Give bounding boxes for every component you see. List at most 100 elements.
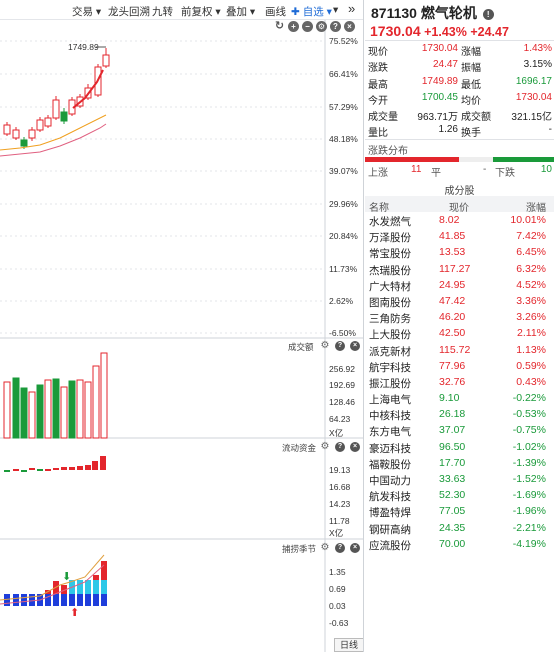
component-row[interactable]: 图南股份 47.42 3.36% <box>365 294 554 310</box>
component-row[interactable]: 中核科技 26.18 -0.53% <box>365 407 554 423</box>
flow-settings-icon[interactable]: ⚙ <box>320 441 330 452</box>
component-row[interactable]: 东方电气 37.07 -0.75% <box>365 423 554 439</box>
expand-icon[interactable]: » <box>348 1 356 16</box>
component-row[interactable]: 派克新材 115.72 1.13% <box>365 343 554 359</box>
refresh-icon[interactable]: ↻ <box>274 20 285 32</box>
flow-bar <box>61 467 67 470</box>
component-row[interactable]: 三角防务 46.20 3.26% <box>365 310 554 326</box>
quote-row: 最高 1749.89 最低 1696.17 <box>365 74 554 91</box>
season-axis-tick: 1.35 <box>329 567 346 577</box>
component-row[interactable]: 应流股份 70.00 -4.19% <box>365 537 554 553</box>
volume-close-icon[interactable]: × <box>350 341 360 351</box>
flow-close-icon[interactable]: × <box>350 442 360 452</box>
distribution-counts: 上涨 11 平 - 下跌 10 <box>365 164 554 179</box>
close-icon[interactable]: × <box>344 21 355 32</box>
chart-controls: ↻ + − ⚙ ? × <box>270 20 363 35</box>
quote-value: 1696.17 <box>515 75 552 87</box>
overlay-menu[interactable]: 叠加 ▾ <box>226 6 256 18</box>
kline-chart-area[interactable]: 75.52% 66.41% 57.29% 48.18% 39.07% 29.96% 20.8… <box>0 0 364 652</box>
settings-icon[interactable]: ⚙ <box>316 21 327 32</box>
buy-arrow-icon: ⬇ <box>62 571 71 583</box>
component-name: 航宇科技 <box>369 361 411 374</box>
component-row[interactable]: 航发科技 52.30 -1.69% <box>365 488 554 504</box>
season-help-icon[interactable]: ? <box>335 543 345 553</box>
component-row[interactable]: 水发燃气 8.02 10.01% <box>365 213 554 229</box>
flat-count: - <box>483 164 487 175</box>
header-name[interactable]: 名称 <box>369 203 389 214</box>
component-price: 96.50 <box>439 440 466 453</box>
quote-label: 涨跌 <box>368 63 388 75</box>
volume-bar <box>60 386 68 439</box>
price-axis-tick: 29.96% <box>329 199 358 209</box>
nine-turn-button[interactable]: 九转 <box>152 6 173 18</box>
change-value: +24.47 <box>470 25 509 39</box>
season-close-icon[interactable]: × <box>350 543 360 553</box>
leader-backtrack-button[interactable]: 龙头回溯 <box>108 6 150 18</box>
header-price[interactable]: 现价 <box>449 203 469 214</box>
component-price: 42.50 <box>439 327 466 340</box>
flow-axis-tick: 16.68 <box>329 482 351 492</box>
flow-bar <box>77 466 83 470</box>
component-row[interactable]: 航宇科技 77.96 0.59% <box>365 359 554 375</box>
component-name: 上大股份 <box>369 329 411 342</box>
adjust-menu[interactable]: 前复权 ▾ <box>181 6 221 18</box>
quote-value: 24.47 <box>432 59 458 71</box>
info-icon[interactable]: ! <box>482 9 494 20</box>
volume-axis-tick: 64.23 <box>329 414 351 424</box>
component-row[interactable]: 常宝股份 13.53 6.45% <box>365 245 554 261</box>
header-change[interactable]: 涨幅 <box>526 203 546 214</box>
component-name: 杰瑞股份 <box>369 264 411 277</box>
price-axis-tick: 11.73% <box>329 264 358 274</box>
help-icon[interactable]: ? <box>330 21 341 32</box>
component-price: 24.95 <box>439 278 466 291</box>
quote-value: 1730.04 <box>515 91 552 103</box>
up-label: 上涨 <box>368 168 388 179</box>
season-bar-blue <box>93 594 99 606</box>
component-row[interactable]: 中国动力 33.63 -1.52% <box>365 472 554 488</box>
component-row[interactable]: 万泽股份 41.85 7.42% <box>365 229 554 245</box>
up-count: 11 <box>411 164 422 175</box>
more-dropdown[interactable]: ▾ <box>333 4 339 16</box>
flow-panel-label: 流动资金 <box>282 443 317 453</box>
volume-help-icon[interactable]: ? <box>335 341 345 351</box>
volume-settings-icon[interactable]: ⚙ <box>320 340 330 351</box>
price-axis-tick: 48.18% <box>329 134 358 144</box>
component-row[interactable]: 上海电气 9.10 -0.22% <box>365 391 554 407</box>
add-watchlist-button[interactable]: ✚ 自选 ▾ <box>291 6 332 18</box>
candle-body <box>12 129 20 139</box>
component-row[interactable]: 钢研高纳 24.35 -2.21% <box>365 521 554 537</box>
zoom-out-icon[interactable]: − <box>302 21 313 32</box>
quote-value: 1.26 <box>438 124 458 136</box>
component-row[interactable]: 豪迈科技 96.50 -1.02% <box>365 440 554 456</box>
component-price: 32.76 <box>439 375 466 388</box>
kline-chart[interactable]: 75.52% 66.41% 57.29% 48.18% 39.07% 29.96% 20.8… <box>0 0 364 652</box>
distribution-label: 涨跌分布 <box>368 146 408 157</box>
component-change: -1.39% <box>512 456 546 469</box>
flow-bar <box>69 467 75 470</box>
component-row[interactable]: 振江股份 32.76 0.43% <box>365 375 554 391</box>
volume-bar <box>12 377 20 439</box>
trade-menu[interactable]: 交易 ▾ <box>72 6 102 18</box>
component-change: -4.19% <box>512 537 546 550</box>
component-row[interactable]: 上大股份 42.50 2.11% <box>365 326 554 342</box>
zoom-in-icon[interactable]: + <box>288 21 299 32</box>
component-price: 33.63 <box>439 473 466 485</box>
component-row[interactable]: 博盈特焊 77.05 -1.96% <box>365 504 554 520</box>
quote-row: 今开 1700.45 均价 1730.04 <box>365 90 554 107</box>
component-change: -1.96% <box>512 505 546 518</box>
component-row[interactable]: 福鞍股份 17.70 -1.39% <box>365 456 554 472</box>
candle-body <box>52 99 60 119</box>
components-header: 名称 现价 涨幅 <box>365 196 554 214</box>
flow-help-icon[interactable]: ? <box>335 442 345 452</box>
component-change: -1.52% <box>512 473 546 485</box>
season-bar-blue <box>53 594 59 606</box>
draw-line-button[interactable]: 画线 <box>265 6 286 18</box>
price-line: 1730.04 +1.43% +24.47 <box>370 23 509 39</box>
period-tab-daily[interactable]: 日线 <box>334 638 363 652</box>
season-settings-icon[interactable]: ⚙ <box>320 542 330 553</box>
quote-row: 成交量 963.71万 成交额 321.15亿 <box>365 106 554 123</box>
component-row[interactable]: 广大特材 24.95 4.52% <box>365 278 554 294</box>
volume-bar <box>100 352 108 439</box>
component-row[interactable]: 杰瑞股份 117.27 6.32% <box>365 262 554 278</box>
component-price: 70.00 <box>439 537 466 550</box>
